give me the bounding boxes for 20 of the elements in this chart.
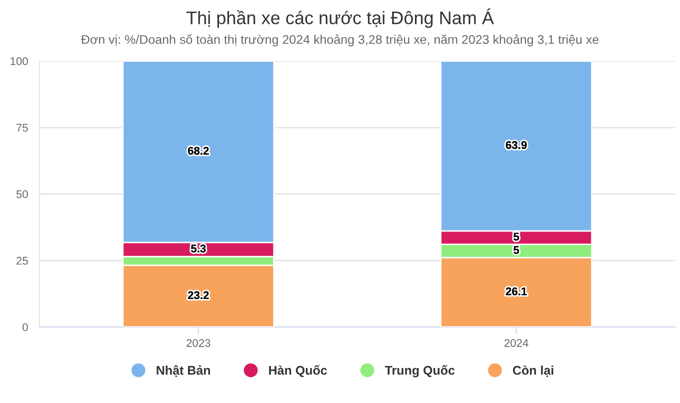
data-label: 68.2 xyxy=(188,146,209,155)
data-label: 5 xyxy=(514,246,520,254)
x-tick-label: 2024 xyxy=(504,339,528,347)
legend-label: Hàn Quốc xyxy=(269,365,327,378)
x-tick-label: 2023 xyxy=(186,339,210,347)
y-tick-label: 25 xyxy=(16,256,28,265)
data-label: 5 xyxy=(514,232,520,241)
data-label: 23.2 xyxy=(188,291,209,300)
y-tick-label: 0 xyxy=(22,323,28,332)
chart-title: Thị phần xe các nước tại Đông Nam Á xyxy=(186,8,494,28)
data-label: 63.9 xyxy=(506,141,527,149)
y-tick-label: 50 xyxy=(16,190,28,198)
legend-label: Nhật Bản xyxy=(156,365,210,377)
legend-label: Trung Quốc xyxy=(384,365,455,378)
chart-subtitle: Đơn vị: %/Doanh số toàn thị trường 2024 khoảng 3,28 triệu xe, năm 2023 khoảng 3,1 triệu xe xyxy=(81,34,599,46)
legend-label: Còn lại xyxy=(512,365,554,377)
data-label: 26.1 xyxy=(506,287,527,296)
y-tick-label: 100 xyxy=(10,57,28,66)
data-label: 5.3 xyxy=(191,244,206,252)
y-tick-label: 75 xyxy=(16,124,28,132)
